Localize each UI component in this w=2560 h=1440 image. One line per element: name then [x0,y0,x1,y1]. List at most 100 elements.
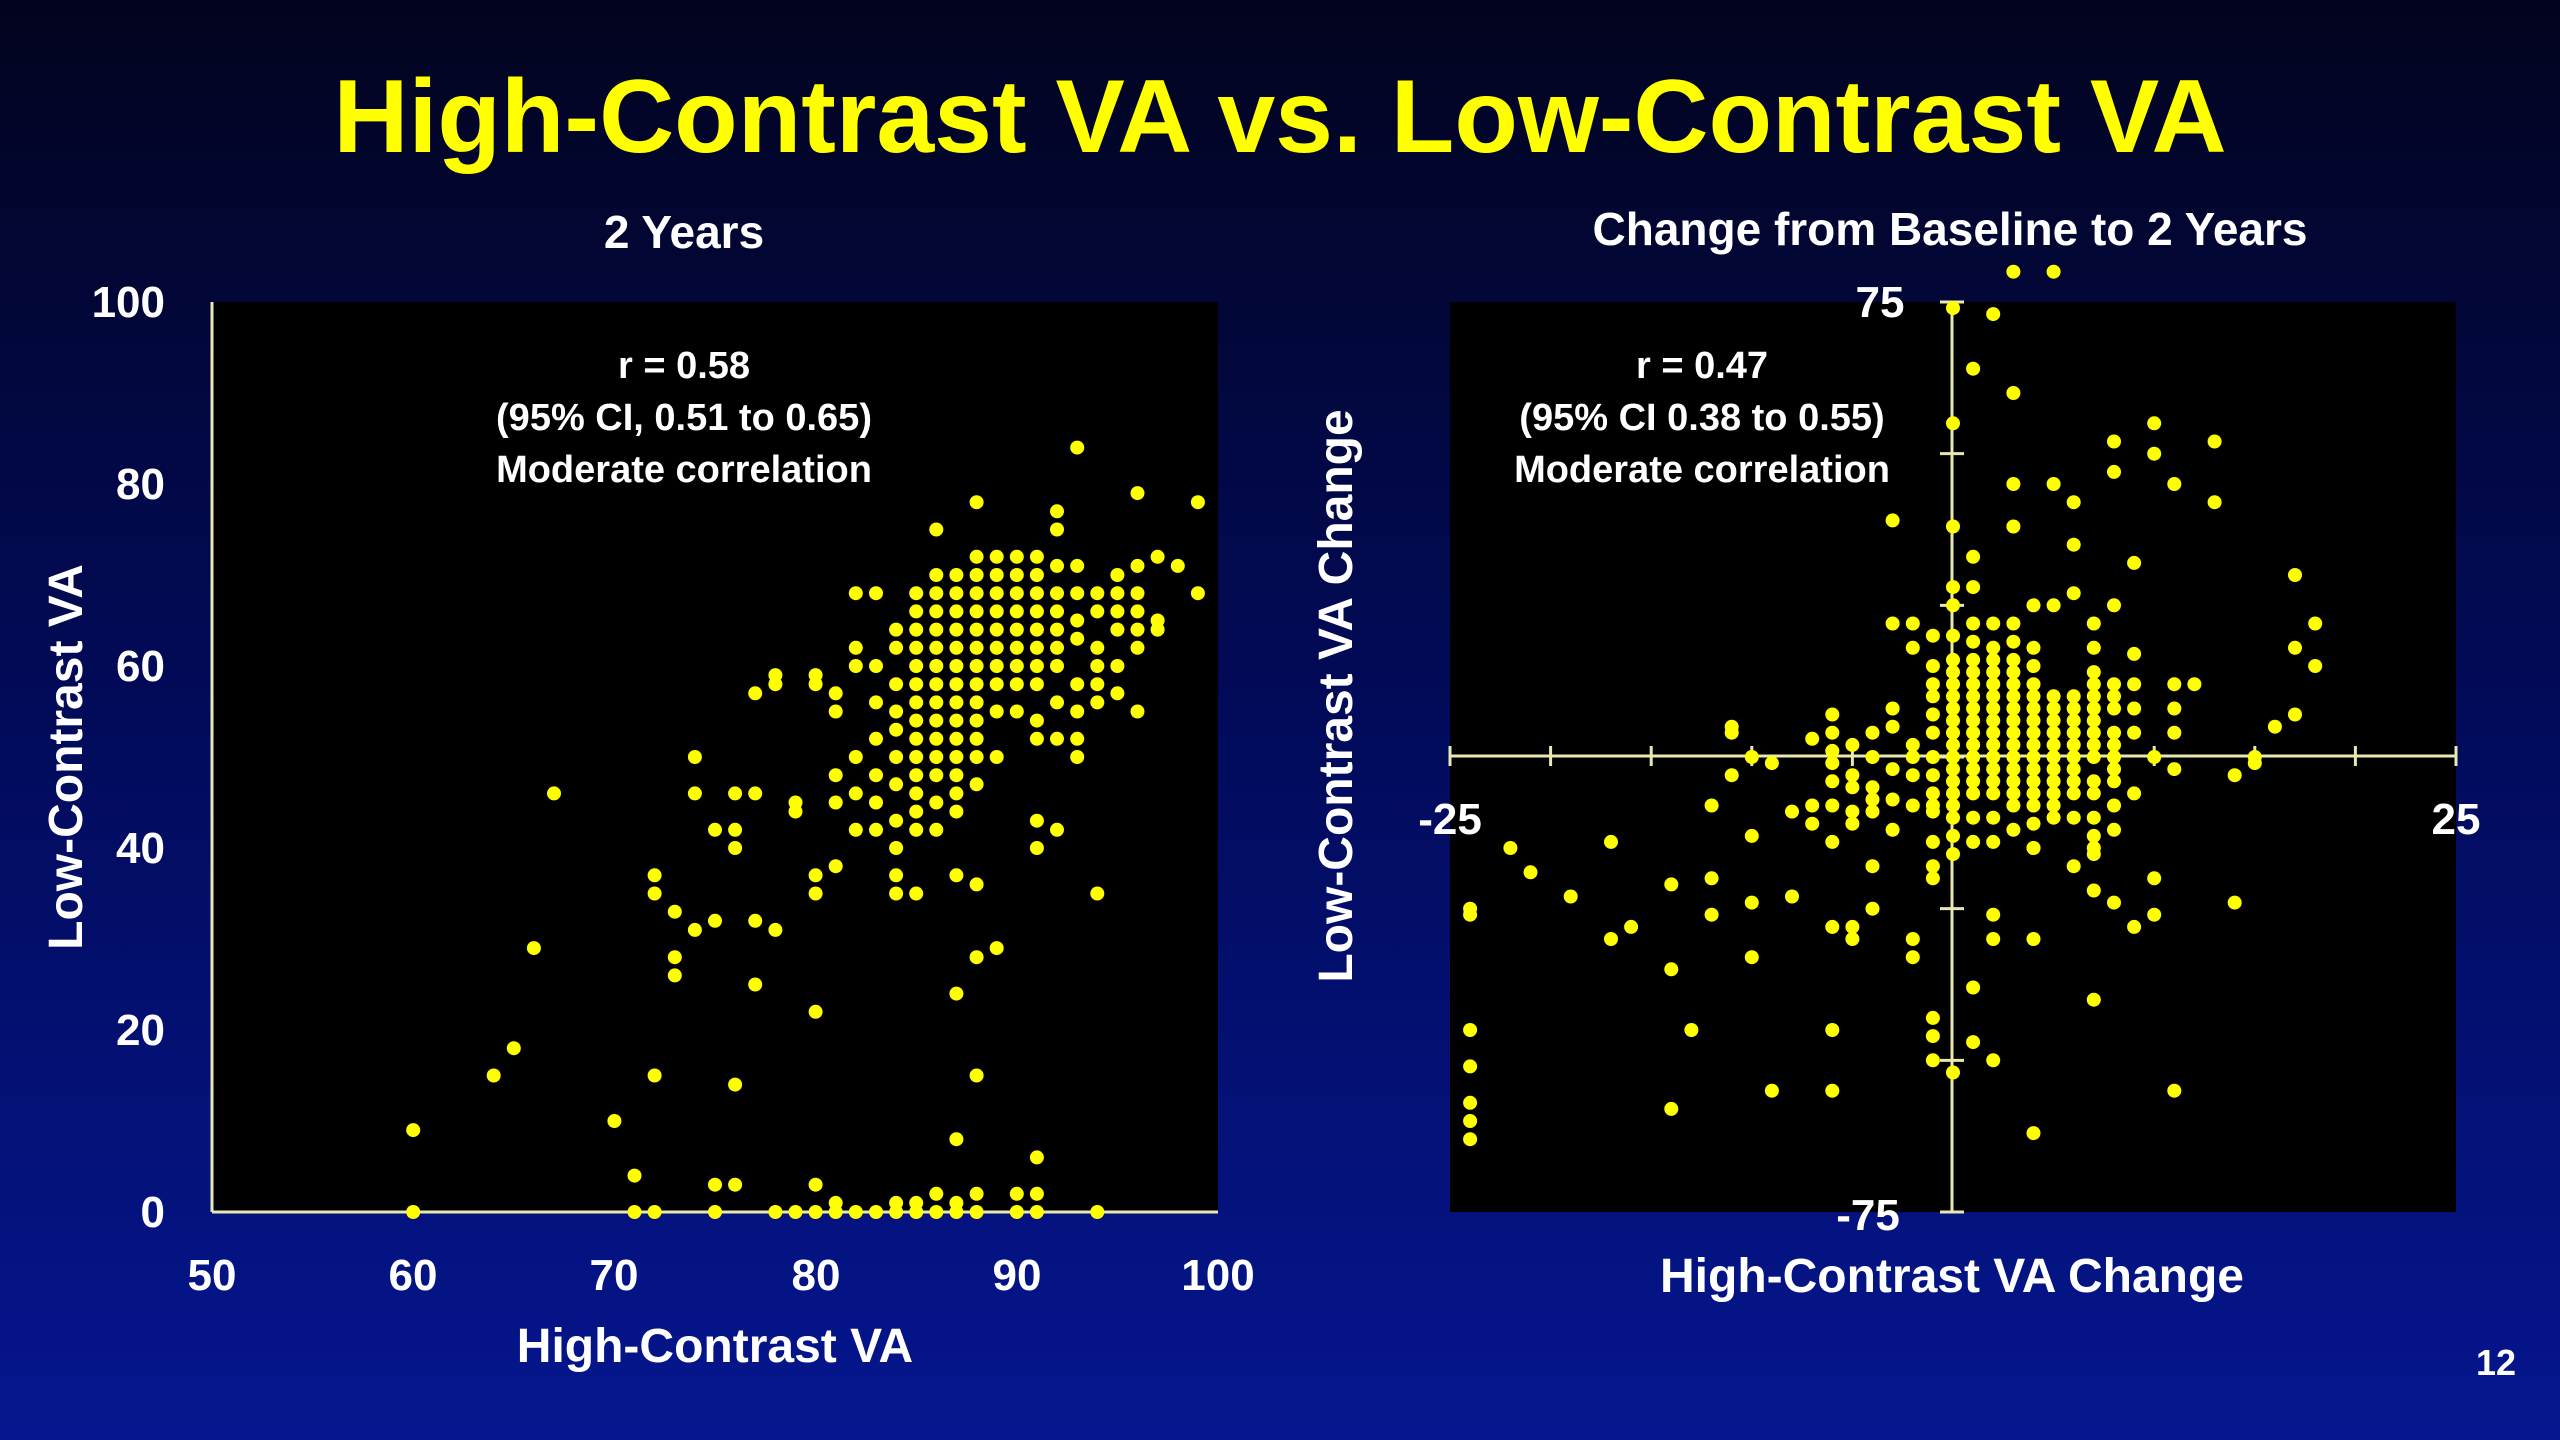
scatter-point [1966,689,1981,704]
scatter-point [989,568,1004,582]
scatter-point [748,686,763,701]
y-tick-label: 60 [116,642,165,691]
scatter-point [969,877,984,892]
scatter-point [1986,713,2001,728]
scatter-point [1905,640,1920,655]
scatter-point [889,777,904,792]
scatter-point [2046,598,2061,613]
scatter-point [969,622,984,637]
scatter-point [929,586,944,601]
scatter-point [607,1114,622,1128]
scatter-point [1029,549,1044,564]
scatter-point [2107,701,2121,716]
scatter-point [2107,464,2121,479]
scatter-point [667,968,682,983]
scatter-point [2107,689,2121,704]
scatter-point [2026,598,2041,613]
scatter-point [969,604,984,619]
scatter-point [1463,907,1478,922]
scatter-point [929,1186,944,1201]
scatter-point [2026,725,2041,740]
scatter-point [1905,616,1920,631]
scatter-point [1986,725,2001,740]
scatter-point [1946,598,1960,613]
scatter-point [1190,586,1205,601]
scatter-point [2066,701,2081,716]
scatter-point [949,804,964,819]
scatter-point [1986,701,2001,716]
scatter-point [909,677,924,692]
scatter-point [949,677,964,692]
scatter-point [969,750,984,764]
scatter-point [647,1068,662,1083]
scatter-point [627,1205,642,1219]
scatter-point [1966,665,1981,680]
scatter-point [1966,786,1981,801]
scatter-point [1925,871,1940,886]
scatter-point [1009,1205,1024,1219]
scatter-point [2046,762,2061,777]
scatter-point [808,1205,823,1219]
scatter-point [1130,622,1145,637]
plot-area [212,302,1218,1212]
scatter-point [909,604,924,619]
scatter-point [547,786,561,801]
scatter-point [1966,361,1981,376]
scatter-point [687,750,702,764]
scatter-point [1925,725,1940,740]
scatter-point [889,622,904,637]
scatter-point [1090,695,1105,710]
scatter-point [2207,434,2222,449]
scatter-point [2107,774,2121,789]
scatter-point [2026,932,2041,946]
scatter-point [1029,1205,1044,1219]
annotation-line: (95% CI 0.38 to 0.55) [1519,397,1884,439]
scatter-point [2046,798,2061,813]
scatter-point [2066,586,2081,601]
scatter-point [2046,713,2061,728]
scatter-point [1825,919,1840,934]
scatter-point [909,640,924,655]
scatter-point [1925,689,1940,704]
scatter-point [1986,677,2001,692]
scatter-point [1463,1023,1478,1037]
scatter-point [1503,841,1518,855]
scatter-point [949,868,964,883]
scatter-point [2086,713,2101,728]
scatter-point [969,731,984,746]
scatter-point [1946,628,1960,643]
scatter-point [1885,701,1900,716]
scatter-point [889,868,904,883]
scatter-point [909,822,924,837]
scatter-point [2006,750,2021,764]
scatter-point [929,731,944,746]
scatter-point [1946,652,1960,667]
scatter-point [708,913,722,928]
scatter-point [869,822,883,837]
scatter-point [1070,677,1085,692]
scatter-point [1050,522,1064,537]
correlation-annotation: r = 0.58 (95% CI, 0.51 to 0.65) Moderate… [496,345,872,491]
scatter-point [1744,950,1759,965]
scatter-point [808,668,823,683]
scatter-point [1986,1053,2001,1068]
scatter-point [2086,774,2101,789]
scatter-point [1463,1114,1478,1128]
scatter-point [929,795,944,810]
scatter-point [909,586,924,601]
scatter-point [989,704,1004,719]
scatter-point [1070,731,1085,746]
scatter-point [1805,816,1820,831]
scatter-point [2026,701,2041,716]
scatter-point [1925,859,1940,874]
scatter-point [1986,932,2001,946]
scatter-point [828,1195,843,1210]
scatter-point [2267,719,2282,734]
scatter-point [2127,677,2142,692]
scatter-point [2107,750,2121,764]
scatter-point [2066,774,2081,789]
scatter-point [1110,604,1125,619]
scatter-point [2006,264,2021,279]
scatter-point [1825,707,1840,722]
